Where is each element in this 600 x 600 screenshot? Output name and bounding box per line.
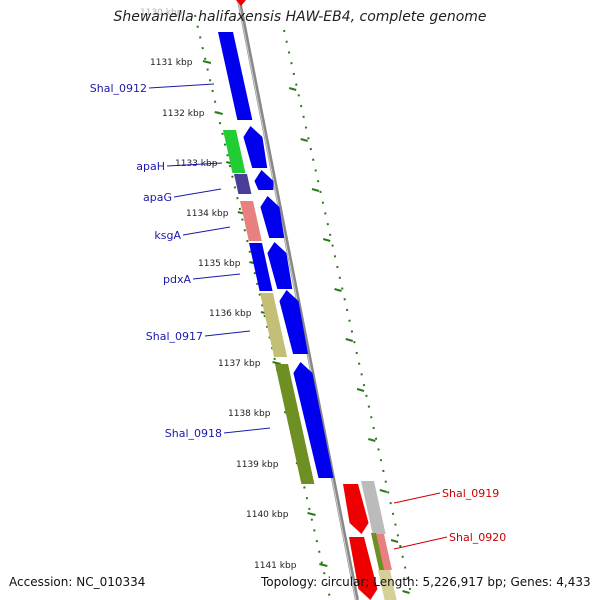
tick-mark-right <box>402 590 410 594</box>
category-block <box>275 364 315 484</box>
tick-mark-right <box>356 388 365 392</box>
category-block <box>234 174 252 194</box>
forward-cds-arrow <box>293 362 334 478</box>
tick-mark <box>214 111 223 115</box>
forward-cds-arrow <box>254 170 274 190</box>
tick-label-faded: 1130 kbp <box>140 8 183 18</box>
forward-cds-arrow <box>260 196 285 238</box>
gene-leader-line <box>148 83 215 89</box>
tick-label: 1131 kbp <box>150 58 193 68</box>
category-block <box>378 570 397 600</box>
tick-label: 1138 kbp <box>228 409 271 419</box>
tick-label: 1139 kbp <box>236 460 279 470</box>
forward-cds-arrow <box>218 32 253 120</box>
forward-cds-arrow <box>279 290 309 354</box>
forward-cds-arrow <box>267 242 293 289</box>
tick-mark <box>272 361 281 365</box>
gene-leader-line <box>204 330 251 337</box>
tick-mark-right <box>288 87 297 91</box>
gene-leader-line <box>192 273 241 280</box>
gene-leader-line <box>393 492 441 504</box>
tick-label: 1136 kbp <box>209 309 252 319</box>
category-block <box>240 201 262 241</box>
gene-label-left: apaH <box>136 160 165 173</box>
tick-mark-right <box>345 338 354 342</box>
category-block <box>223 130 246 173</box>
gene-label-right: Shal_0920 <box>449 531 506 544</box>
tick-mark-right <box>311 188 320 192</box>
gene-label-left: pdxA <box>163 273 191 286</box>
gene-label-left: Shal_0918 <box>165 427 222 440</box>
genome-summary: Topology: circular; Length: 5,226,917 bp… <box>261 575 591 589</box>
tick-mark-right <box>322 238 331 242</box>
gene-leader-line <box>173 188 222 198</box>
tick-label: 1137 kbp <box>218 359 261 369</box>
tick-mark <box>202 60 212 64</box>
tick-label: 1135 kbp <box>198 259 241 269</box>
tick-label: 1140 kbp <box>246 510 289 520</box>
map-title: Shewanella halifaxensis HAW-EB4, complet… <box>113 9 487 25</box>
reverse-cds-arrow <box>343 484 369 534</box>
tick-mark-right <box>390 539 399 543</box>
right-guide-track <box>283 29 413 599</box>
tick-mark-right <box>379 489 388 493</box>
gene-leader-line <box>223 427 271 434</box>
tick-label: 1141 kbp <box>254 561 297 571</box>
category-block <box>371 533 385 570</box>
tick-mark <box>307 512 316 516</box>
gene-leader-line <box>393 536 448 550</box>
gene-label-right: Shal_0919 <box>442 487 499 500</box>
tick-mark <box>319 563 328 567</box>
tick-mark-right <box>300 138 308 142</box>
tick-mark-right <box>334 288 342 292</box>
gene-label-left: Shal_0912 <box>90 82 147 95</box>
gene-label-left: apaG <box>143 191 172 204</box>
gene-leader-line <box>182 226 231 236</box>
reverse-arrow-top <box>236 0 246 6</box>
accession-label: Accession: NC_010334 <box>9 575 146 589</box>
backbone-line <box>237 0 359 600</box>
tick-mark-right <box>368 438 376 442</box>
tick-label: 1134 kbp <box>186 209 229 219</box>
gene-label-left: ksgA <box>154 229 181 242</box>
category-block <box>249 243 273 291</box>
gene-leader-line <box>166 162 223 167</box>
category-block <box>260 293 288 357</box>
category-block <box>361 481 386 534</box>
reverse-cds-arrow <box>349 537 378 600</box>
tick-label: 1132 kbp <box>162 109 205 119</box>
gene-label-left: Shal_0917 <box>146 330 203 343</box>
forward-cds-arrow <box>243 126 268 168</box>
